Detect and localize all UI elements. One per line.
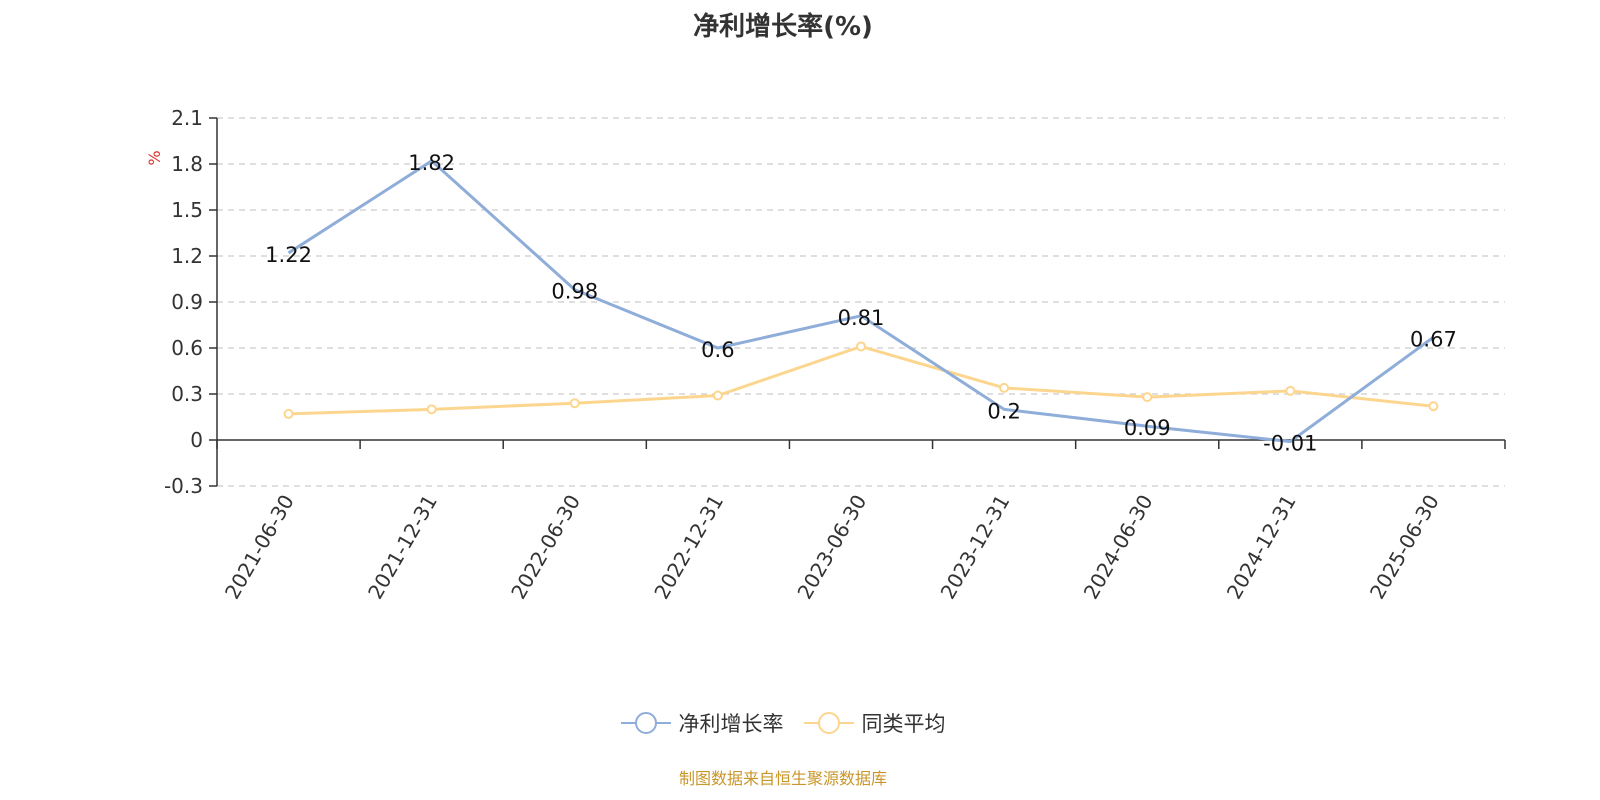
y-tick-label: 0.9 — [171, 290, 203, 314]
data-label: 0.6 — [701, 338, 734, 362]
series-line — [288, 344, 1434, 416]
y-tick-label: 2.1 — [171, 106, 203, 130]
y-axis-unit: % — [145, 150, 164, 165]
y-tick-label: -0.3 — [164, 474, 203, 498]
data-label: 0.98 — [551, 280, 598, 304]
y-tick-label: 1.2 — [171, 244, 203, 268]
data-point — [1285, 385, 1296, 396]
legend-item-peer-average[interactable]: 同类平均 — [803, 708, 946, 738]
x-tick-label: 2023-12-31 — [936, 491, 1015, 604]
chart-title: 净利增长率(%) — [693, 12, 873, 42]
x-tick-label: 2021-06-30 — [220, 491, 299, 604]
data-point — [1428, 401, 1439, 412]
data-point — [283, 408, 294, 419]
data-label: 0.2 — [987, 399, 1020, 423]
legend-label: 同类平均 — [861, 712, 946, 736]
y-tick-label: 0 — [190, 428, 203, 452]
data-point — [569, 398, 580, 409]
data-point — [712, 390, 723, 401]
x-tick-label: 2024-06-30 — [1079, 491, 1158, 604]
x-tick-label: 2021-12-31 — [363, 490, 442, 603]
x-tick-label: 2022-06-30 — [506, 491, 585, 604]
data-point — [999, 382, 1010, 393]
legend-label: 净利增长率 — [678, 712, 784, 736]
legend: 净利增长率 同类平均 — [0, 708, 1566, 738]
data-label: 0.67 — [1410, 327, 1457, 351]
data-point — [1142, 392, 1153, 403]
data-label: -0.01 — [1263, 432, 1317, 456]
data-label: 0.09 — [1124, 416, 1171, 440]
data-point — [856, 341, 866, 352]
y-tick-label: 1.5 — [171, 198, 203, 222]
x-tick-label: 2023-06-30 — [792, 491, 871, 604]
y-tick-label: 0.6 — [171, 336, 203, 360]
x-tick-label: 2025-06-30 — [1365, 491, 1444, 604]
series-line — [287, 159, 1435, 444]
y-tick-label: 1.8 — [171, 152, 203, 176]
legend-item-net-profit-growth[interactable]: 净利增长率 — [620, 708, 784, 738]
data-label: 1.22 — [265, 243, 312, 267]
data-point — [426, 404, 437, 415]
source-footer: 制图数据来自恒生聚源数据库 — [678, 769, 887, 788]
data-label: 1.82 — [408, 151, 455, 175]
legend-line-circle-icon — [803, 712, 854, 734]
x-tick-label: 2024-12-31 — [1222, 491, 1301, 604]
y-tick-label: 0.3 — [171, 382, 203, 406]
legend-line-circle-icon — [620, 712, 671, 734]
x-tick-label: 2022-12-31 — [649, 491, 728, 604]
data-label: 0.81 — [838, 306, 885, 330]
